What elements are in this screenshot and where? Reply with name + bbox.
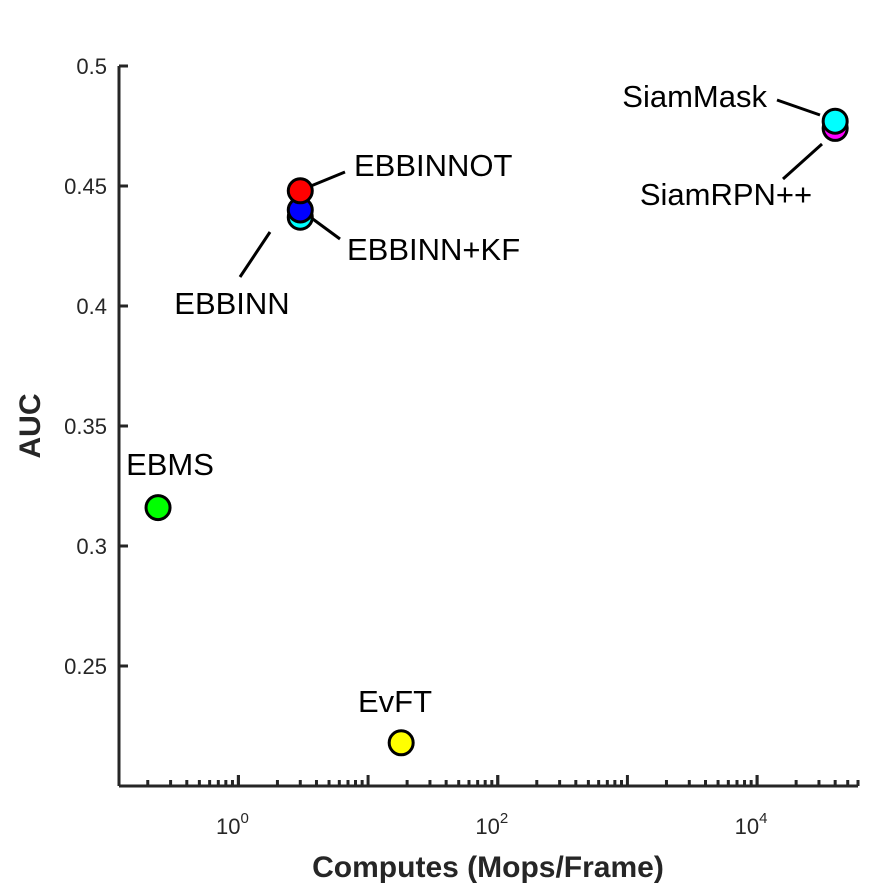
x-tick-label: 100 [216, 810, 249, 839]
x-tick-exponent: 0 [240, 810, 248, 827]
y-ticks: 0.25 0.3 0.35 0.4 0.45 0.5 [64, 54, 128, 679]
x-axis-title: Computes (Mops/Frame) [312, 851, 664, 884]
x-ticks: 100 102 104 [146, 775, 860, 839]
point-labels: EBMS EBBINN EBBINN+KF EBBINNOT EvFT SiamRPN++… [126, 79, 812, 719]
x-tick-base: 10 [475, 814, 499, 839]
point-siammask [821, 107, 849, 135]
y-tick-label: 0.35 [64, 414, 107, 439]
point-ebbinnot [286, 177, 314, 205]
point-label-ebbinn: EBBINN [174, 286, 289, 321]
point-label-ebbinn-kf: EBBINN+KF [347, 232, 520, 267]
y-tick-label: 0.5 [76, 54, 107, 79]
y-axis-title: AUC [14, 394, 47, 459]
point-label-evft: EvFT [358, 684, 432, 719]
point-ebms [144, 494, 172, 522]
leader-line-ebbinn [238, 231, 272, 278]
y-tick-label: 0.45 [64, 174, 107, 199]
x-tick-exponent: 2 [500, 810, 508, 827]
point-label-ebbinnot: EBBINNOT [354, 148, 513, 183]
point-label-siammask: SiamMask [622, 79, 767, 114]
y-tick-label: 0.25 [64, 654, 107, 679]
leader-lines [238, 98, 824, 278]
y-tick-label: 0.3 [76, 534, 107, 559]
point-label-ebms: EBMS [126, 447, 214, 482]
x-tick-label: 102 [475, 810, 508, 839]
x-tick-label: 104 [735, 810, 768, 839]
x-tick-base: 10 [735, 814, 759, 839]
x-tick-base: 10 [216, 814, 240, 839]
point-label-siamrpn-: SiamRPN++ [640, 177, 812, 212]
y-tick-label: 0.4 [76, 294, 107, 319]
x-tick-exponent: 4 [759, 810, 767, 827]
leader-line-siammask [776, 98, 821, 117]
point-evft [387, 729, 415, 757]
leader-line-siamrpn- [781, 142, 824, 181]
markers [144, 107, 849, 757]
